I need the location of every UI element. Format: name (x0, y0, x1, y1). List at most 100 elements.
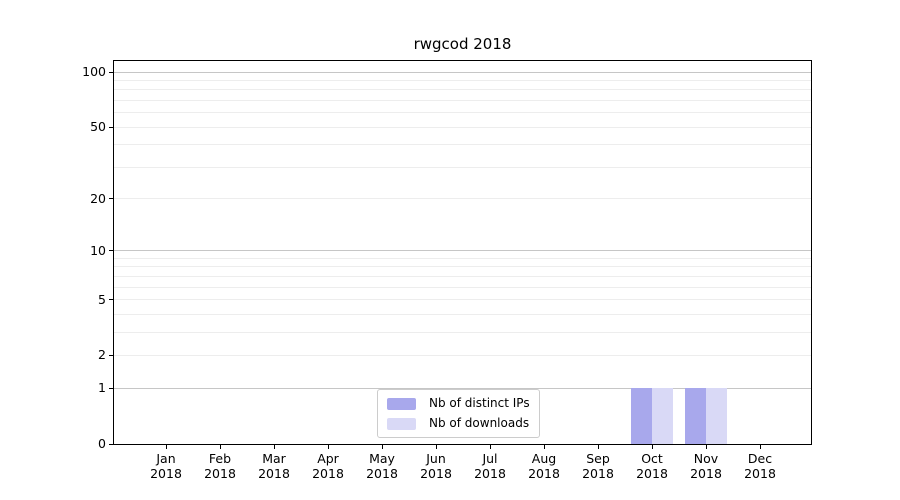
x-tick-label-month: Oct (641, 451, 663, 466)
x-tick (489, 445, 491, 449)
bar-distinct-ips (631, 388, 652, 444)
minor-gridline (114, 89, 811, 91)
minor-gridline (114, 112, 811, 114)
x-tick-label-month: Nov (693, 451, 719, 466)
y-tick (109, 387, 113, 389)
x-tick-label-year: 2018 (204, 466, 236, 481)
x-tick-label-year: 2018 (366, 466, 398, 481)
bars-layer (114, 61, 811, 444)
minor-gridline (114, 257, 811, 259)
legend-row: Nb of downloads (387, 416, 530, 431)
x-tick (543, 445, 545, 449)
minor-gridline (114, 99, 811, 101)
y-tick (109, 443, 113, 445)
minor-gridline (114, 266, 811, 268)
y-tick-label: 20 (90, 190, 106, 206)
x-tick-label: Nov 2018 (676, 451, 736, 481)
y-tick-label: 1 (98, 380, 106, 396)
y-tick-label: 50 (90, 119, 106, 135)
minor-gridline (114, 354, 811, 356)
y-tick-label: 10 (90, 242, 106, 258)
legend-row: Nb of distinct IPs (387, 396, 530, 411)
x-tick-label-year: 2018 (690, 466, 722, 481)
x-tick-label-year: 2018 (312, 466, 344, 481)
x-tick (651, 445, 653, 449)
y-tick-label: 5 (98, 291, 106, 307)
minor-gridline (114, 275, 811, 277)
x-tick-label-month: Mar (262, 451, 286, 466)
x-tick-label-year: 2018 (150, 466, 182, 481)
x-tick-label-year: 2018 (474, 466, 506, 481)
x-tick (327, 445, 329, 449)
x-tick-label-month: May (369, 451, 395, 466)
minor-gridline (114, 79, 811, 81)
minor-gridline (114, 144, 811, 146)
x-tick-label-month: Jul (482, 451, 498, 466)
x-tick-label-month: Apr (317, 451, 339, 466)
x-tick-label: Feb 2018 (190, 451, 250, 481)
x-tick-label: Jul 2018 (460, 451, 520, 481)
x-tick-label: Apr 2018 (298, 451, 358, 481)
bar-distinct-ips (685, 388, 706, 444)
x-tick-label-month: Sep (586, 451, 610, 466)
x-tick-label-month: Dec (747, 451, 773, 466)
x-tick-label: Oct 2018 (622, 451, 682, 481)
x-tick (273, 445, 275, 449)
minor-gridline (114, 198, 811, 200)
x-tick (219, 445, 221, 449)
major-gridline (114, 387, 811, 389)
x-tick (759, 445, 761, 449)
y-tick-label: 2 (98, 347, 106, 363)
minor-gridline (114, 126, 811, 128)
x-tick-label: Mar 2018 (244, 451, 304, 481)
x-tick-label-month: Jun (426, 451, 446, 466)
legend-swatch (387, 417, 416, 430)
minor-gridline (114, 286, 811, 288)
y-tick (109, 71, 113, 73)
legend: Nb of distinct IPs Nb of downloads (377, 389, 540, 438)
y-tick (109, 299, 113, 301)
y-tick-label: 100 (82, 64, 106, 79)
x-tick (435, 445, 437, 449)
x-tick-label-month: Feb (208, 451, 232, 466)
gridlines-layer (114, 61, 811, 444)
y-tick-label: 0 (98, 436, 106, 451)
plot-area: 100 50 20 10 5 2 1 0 Jan 2018 Feb 2018 Mar 2018 Apr 20… (82, 60, 812, 481)
x-tick (705, 445, 707, 449)
x-tick (597, 445, 599, 449)
minor-gridline (114, 166, 811, 168)
bar-downloads (706, 388, 727, 444)
y-axis: 100 50 20 10 5 2 1 0 (82, 61, 811, 451)
chart-title: rwgcod 2018 (413, 35, 512, 53)
y-tick (109, 250, 113, 252)
legend-label: Nb of distinct IPs (429, 396, 530, 410)
minor-gridline (114, 331, 811, 333)
minor-gridline (114, 299, 811, 301)
y-tick (109, 126, 113, 128)
x-tick-label: May 2018 (352, 451, 412, 481)
y-tick (109, 198, 113, 200)
major-gridline (114, 71, 811, 73)
x-tick-label-year: 2018 (582, 466, 614, 481)
x-tick-label-year: 2018 (636, 466, 668, 481)
x-tick-label: Jun 2018 (406, 451, 466, 481)
x-tick-label-year: 2018 (420, 466, 452, 481)
x-tick-label-month: Jan (156, 451, 176, 466)
x-tick-label-year: 2018 (258, 466, 290, 481)
y-tick (109, 354, 113, 356)
x-tick-label-month: Aug (531, 451, 557, 466)
legend-label: Nb of downloads (429, 416, 530, 430)
minor-gridline (114, 313, 811, 315)
x-tick-label: Jan 2018 (136, 451, 196, 481)
x-tick-label-year: 2018 (528, 466, 560, 481)
x-tick-label: Aug 2018 (514, 451, 574, 481)
x-tick (381, 445, 383, 449)
legend-swatch (387, 397, 416, 410)
x-tick-label: Dec 2018 (730, 451, 790, 481)
x-tick-label-year: 2018 (744, 466, 776, 481)
x-tick (165, 445, 167, 449)
bar-downloads (652, 388, 673, 444)
x-tick-label: Sep 2018 (568, 451, 628, 481)
x-axis: Jan 2018 Feb 2018 Mar 2018 Apr 2018 May 2018 Jun 20… (114, 61, 811, 481)
